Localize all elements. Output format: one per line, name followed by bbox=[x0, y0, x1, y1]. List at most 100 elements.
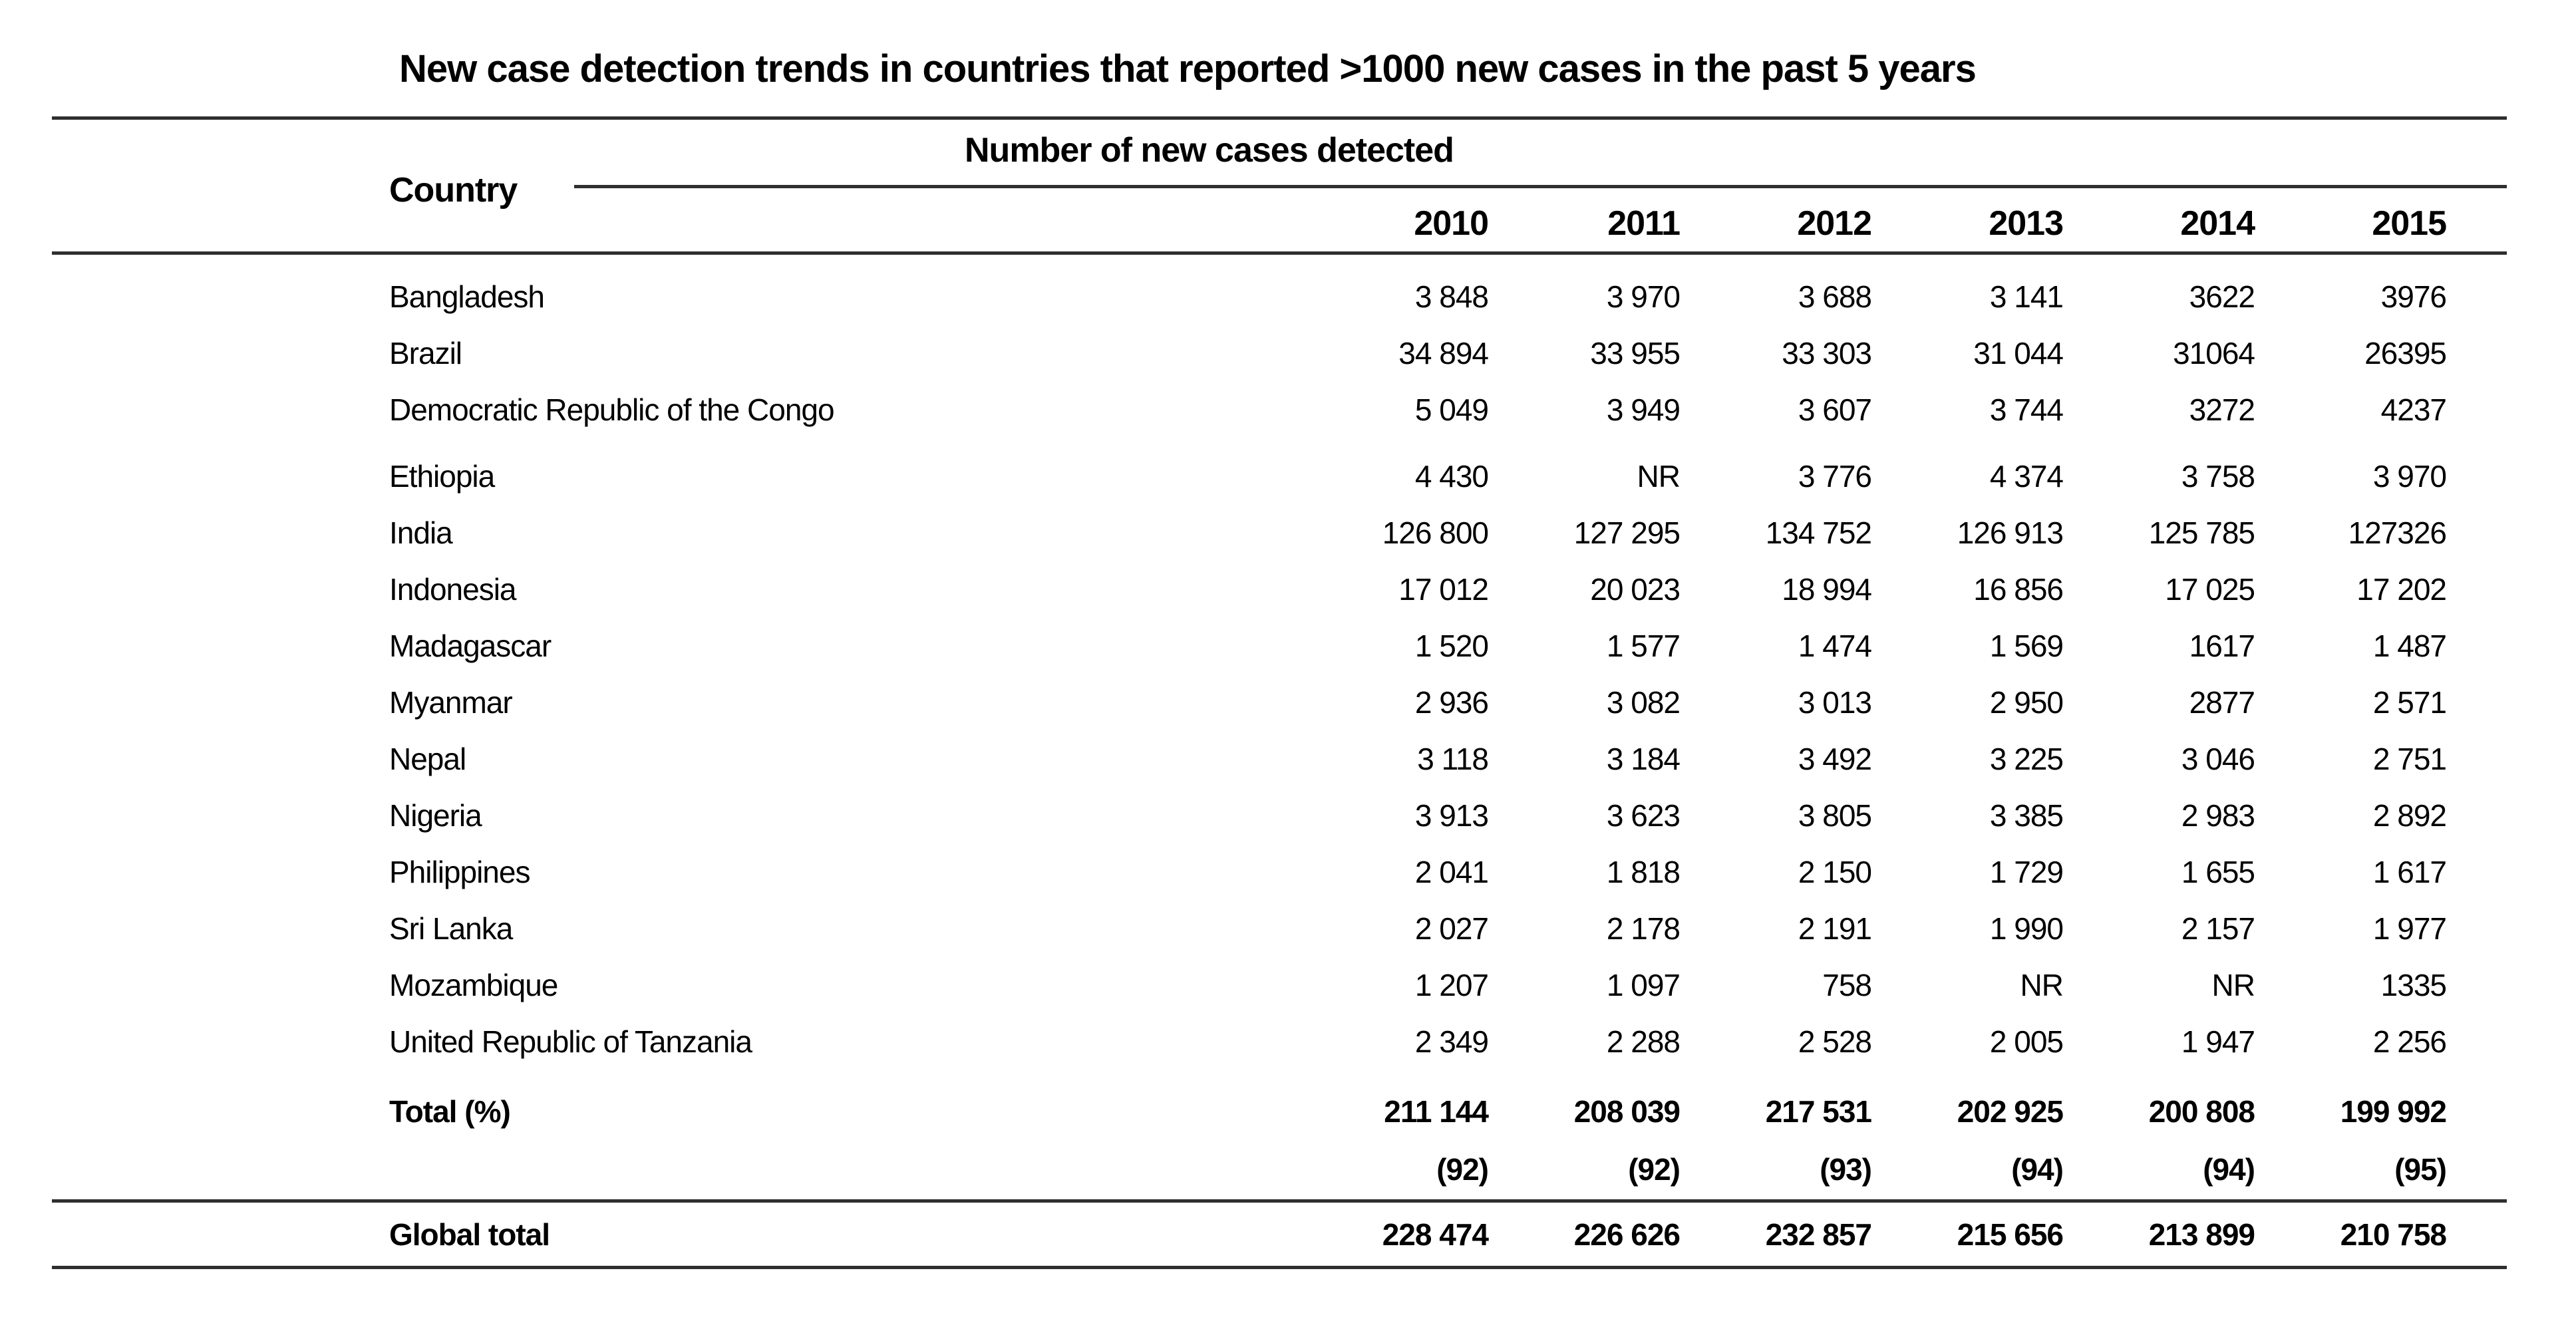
value-cell: 2877 bbox=[2189, 684, 2255, 720]
table-row: Mozambique 1 207 1 097 758 NR NR 1335 bbox=[52, 957, 2507, 1013]
global-total-row: Global total 228 474 226 626 232 857 215… bbox=[52, 1201, 2507, 1269]
table-row: Madagascar 1 520 1 577 1 474 1 569 1617 … bbox=[52, 617, 2507, 674]
table-row: Myanmar 2 936 3 082 3 013 2 950 2877 2 5… bbox=[52, 674, 2507, 730]
value-cell: 3 776 bbox=[1798, 458, 1872, 494]
table-row: Bangladesh 3 848 3 970 3 688 3 141 3622 … bbox=[52, 255, 2507, 325]
value-cell: 33 303 bbox=[1782, 335, 1872, 370]
value-cell: 2 150 bbox=[1798, 854, 1872, 889]
country-cell: Nigeria bbox=[389, 798, 482, 833]
value-cell: NR bbox=[2211, 967, 2255, 1002]
value-cell: 1 947 bbox=[2181, 1024, 2255, 1059]
value-cell: 20 023 bbox=[1590, 571, 1681, 607]
value-cell: 4237 bbox=[2380, 392, 2447, 427]
value-cell: 5 049 bbox=[1414, 392, 1489, 427]
year-header-2013: 2013 bbox=[1989, 204, 2064, 243]
value-cell: 3 046 bbox=[2181, 741, 2255, 776]
value-cell: 2 983 bbox=[2181, 798, 2255, 833]
table-row: United Republic of Tanzania 2 349 2 288 … bbox=[52, 1013, 2507, 1070]
value-cell: NR bbox=[1637, 458, 1681, 494]
value-cell: 34 894 bbox=[1398, 335, 1489, 370]
value-cell: 2 950 bbox=[1989, 684, 2064, 720]
value-cell: NR bbox=[2020, 967, 2064, 1002]
global-total-cell: 232 857 bbox=[1680, 1201, 1872, 1269]
value-cell: 758 bbox=[1822, 967, 1872, 1002]
table-row: Brazil 34 894 33 955 33 303 31 044 31064… bbox=[52, 325, 2507, 381]
percent-cell: (95) bbox=[2255, 1139, 2507, 1203]
value-cell: 2 027 bbox=[1414, 911, 1489, 946]
value-cell: 1 474 bbox=[1798, 628, 1872, 663]
table-row: Sri Lanka 2 027 2 178 2 191 1 990 2 157 … bbox=[52, 900, 2507, 957]
value-cell: 2 178 bbox=[1606, 911, 1681, 946]
value-cell: 2 936 bbox=[1414, 684, 1489, 720]
value-cell: 2 349 bbox=[1414, 1024, 1489, 1059]
value-cell: 1 487 bbox=[2372, 628, 2447, 663]
value-cell: 2 157 bbox=[2181, 911, 2255, 946]
data-table: Bangladesh 3 848 3 970 3 688 3 141 3622 … bbox=[52, 255, 2507, 1269]
global-total-cell: 213 899 bbox=[2063, 1201, 2255, 1269]
total-cell: 208 039 bbox=[1573, 1094, 1681, 1129]
value-cell: 1 569 bbox=[1989, 628, 2064, 663]
value-cell: 18 994 bbox=[1782, 571, 1872, 607]
value-cell: 1 097 bbox=[1606, 967, 1681, 1002]
country-cell: Madagascar bbox=[389, 628, 552, 663]
value-cell: 3 623 bbox=[1606, 798, 1681, 833]
total-cell: 217 531 bbox=[1765, 1094, 1872, 1129]
table-footer: Total (%) 211 144 208 039 217 531 202 92… bbox=[52, 1070, 2507, 1269]
country-cell: Sri Lanka bbox=[389, 911, 513, 946]
value-cell: 3976 bbox=[2380, 279, 2447, 314]
table-title: New case detection trends in countries t… bbox=[399, 47, 1977, 90]
year-header-2012: 2012 bbox=[1797, 204, 1872, 243]
value-cell: 3 848 bbox=[1414, 279, 1489, 314]
value-cell: 16 856 bbox=[1973, 571, 2064, 607]
value-cell: 3 082 bbox=[1606, 684, 1681, 720]
year-header-2011: 2011 bbox=[1607, 204, 1681, 243]
percent-cell: (94) bbox=[1871, 1139, 2064, 1203]
value-cell: 2 005 bbox=[1989, 1024, 2064, 1059]
value-cell: 31064 bbox=[2173, 335, 2255, 370]
value-cell: 1335 bbox=[2380, 967, 2447, 1002]
value-cell: 2 191 bbox=[1798, 911, 1872, 946]
year-header-2014: 2014 bbox=[2180, 204, 2255, 243]
value-cell: 2 892 bbox=[2372, 798, 2447, 833]
total-cell: 202 925 bbox=[1957, 1094, 2064, 1129]
country-cell: United Republic of Tanzania bbox=[389, 1024, 752, 1059]
value-cell: 3 184 bbox=[1606, 741, 1681, 776]
value-cell: 3 913 bbox=[1414, 798, 1489, 833]
total-cell: 199 992 bbox=[2340, 1094, 2447, 1129]
value-cell: 1 207 bbox=[1414, 967, 1489, 1002]
country-cell: Indonesia bbox=[389, 571, 517, 607]
value-cell: 126 913 bbox=[1957, 515, 2064, 550]
value-cell: 3 141 bbox=[1989, 279, 2064, 314]
year-header-2015: 2015 bbox=[2372, 204, 2447, 243]
value-cell: 31 044 bbox=[1973, 335, 2064, 370]
value-cell: 3 744 bbox=[1989, 392, 2064, 427]
value-cell: 2 288 bbox=[1606, 1024, 1681, 1059]
country-cell: Bangladesh bbox=[389, 279, 545, 314]
group-underline bbox=[574, 185, 2507, 188]
table-row: India 126 800 127 295 134 752 126 913 12… bbox=[52, 504, 2507, 561]
percent-cell: (93) bbox=[1680, 1139, 1872, 1203]
global-total-cell: 215 656 bbox=[1871, 1201, 2064, 1269]
value-cell: 1 818 bbox=[1606, 854, 1681, 889]
value-cell: 3 385 bbox=[1989, 798, 2064, 833]
total-cell: 211 144 bbox=[1384, 1094, 1489, 1129]
value-cell: 3 013 bbox=[1798, 684, 1872, 720]
value-cell: 126 800 bbox=[1382, 515, 1489, 550]
total-cell: 200 808 bbox=[2148, 1094, 2255, 1129]
value-cell: 3 225 bbox=[1989, 741, 2064, 776]
value-cell: 2 256 bbox=[2372, 1024, 2447, 1059]
country-cell: Ethiopia bbox=[389, 458, 495, 494]
value-cell: 127 295 bbox=[1573, 515, 1681, 550]
percent-cell: (92) bbox=[1488, 1139, 1681, 1203]
value-cell: 3 607 bbox=[1798, 392, 1872, 427]
value-cell: 1 617 bbox=[2372, 854, 2447, 889]
value-cell: 1 655 bbox=[2181, 854, 2255, 889]
value-cell: 4 430 bbox=[1414, 458, 1489, 494]
value-cell: 17 025 bbox=[2165, 571, 2255, 607]
value-cell: 2 751 bbox=[2372, 741, 2447, 776]
table-row: Nepal 3 118 3 184 3 492 3 225 3 046 2 75… bbox=[52, 730, 2507, 787]
value-cell: 3 688 bbox=[1798, 279, 1872, 314]
value-cell: 3 970 bbox=[2372, 458, 2447, 494]
global-total-cell: 210 758 bbox=[2255, 1201, 2507, 1269]
